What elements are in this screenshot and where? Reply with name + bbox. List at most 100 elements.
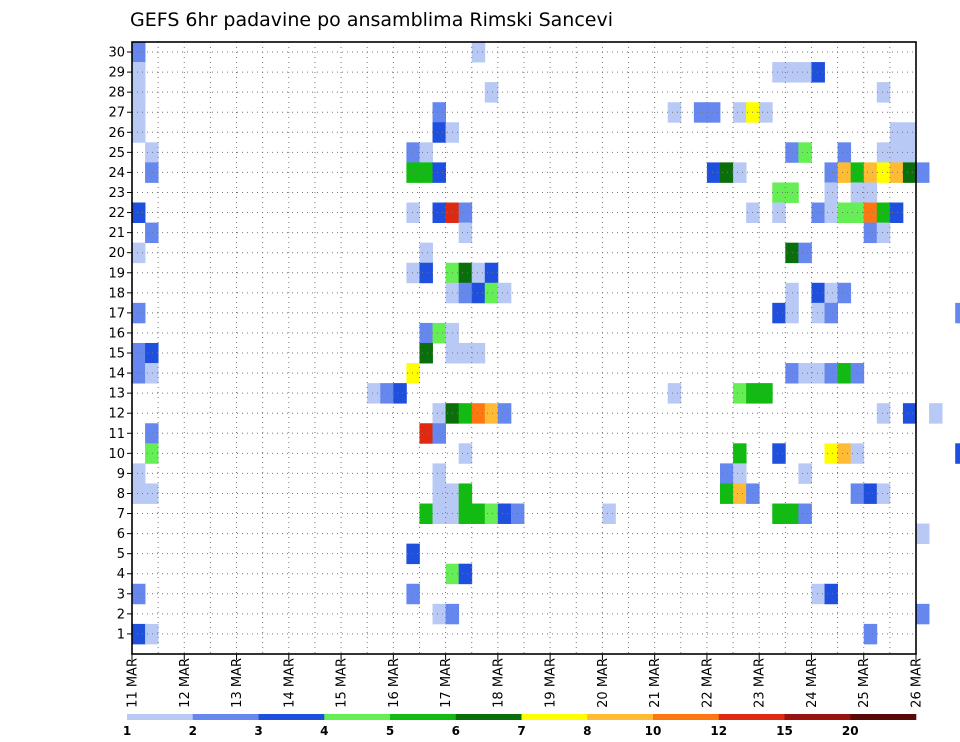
y-tick-label: 28 <box>108 86 125 101</box>
colorbar-label: 2 <box>189 724 197 738</box>
x-tick-label: 24 MAR <box>805 658 820 708</box>
heatmap-cell <box>406 543 420 565</box>
heatmap-cell <box>667 383 682 404</box>
heatmap-cell <box>667 102 682 123</box>
heatmap-cell <box>484 403 499 424</box>
colorbar-label: 20 <box>842 724 859 738</box>
heatmap-cell <box>772 182 786 203</box>
heatmap-cell <box>484 82 499 103</box>
heatmap-cell <box>145 443 159 464</box>
heatmap-cell <box>876 82 891 103</box>
heatmap-cell <box>432 483 446 504</box>
heatmap-cell <box>497 503 512 524</box>
colorbar-segment <box>455 714 522 720</box>
x-tick-label: 20 MAR <box>596 658 611 708</box>
heatmap-cell <box>798 463 812 484</box>
heatmap-cell <box>406 142 420 163</box>
colorbar-label: 10 <box>645 724 662 738</box>
heatmap-cell <box>132 623 146 645</box>
heatmap-cell <box>132 363 146 384</box>
heatmap-cell <box>837 142 852 163</box>
heatmap-cell <box>458 563 473 585</box>
heatmap-cell <box>798 503 812 524</box>
heatmap-cell <box>132 62 146 83</box>
y-tick-label: 19 <box>108 266 125 281</box>
plot-frame <box>131 41 917 655</box>
heatmap-cell <box>916 603 930 625</box>
heatmap-cell <box>132 302 146 324</box>
heatmap-cell <box>132 463 146 484</box>
heatmap-cell <box>902 162 917 183</box>
x-tick-label: 17 MAR <box>439 658 454 708</box>
heatmap-cell <box>432 322 446 344</box>
y-tick-label: 25 <box>108 146 125 161</box>
heatmap-cell <box>811 583 825 605</box>
heatmap-cell <box>419 503 433 524</box>
x-tick-label: 22 MAR <box>700 658 715 708</box>
colorbar-segment <box>324 714 391 720</box>
heatmap-cell <box>876 483 891 504</box>
y-tick-label: 15 <box>108 347 125 362</box>
heatmap-cell <box>458 262 473 284</box>
heatmap-cell <box>929 403 943 424</box>
heatmap-cell <box>902 142 917 163</box>
heatmap-cell <box>132 122 146 143</box>
heatmap-cell <box>706 162 721 183</box>
y-tick-label: 18 <box>108 286 125 301</box>
heatmap-cell <box>863 222 878 244</box>
heatmap-cell <box>432 202 446 223</box>
heatmap-cell <box>132 102 146 123</box>
y-tick-label: 22 <box>108 206 125 221</box>
heatmap-cell <box>772 503 786 524</box>
heatmap-cell <box>145 222 159 244</box>
heatmap-cell <box>733 443 747 464</box>
heatmap-cell <box>863 483 878 504</box>
x-tick-label: 18 MAR <box>491 658 506 708</box>
heatmap-cell <box>132 202 146 223</box>
heatmap-cell <box>863 162 878 183</box>
y-tick-label: 4 <box>117 567 125 582</box>
y-tick-label: 29 <box>108 66 125 81</box>
heatmap-cell <box>432 423 446 444</box>
y-tick-label: 23 <box>108 186 125 201</box>
heatmap-cell <box>432 162 446 183</box>
heatmap-cell <box>132 82 146 103</box>
heatmap-cell <box>889 142 904 163</box>
colorbar-segment <box>192 714 259 720</box>
x-axis: 11 MAR 12 MAR 13 MAR 14 MAR 15 MAR 16 MAR 17 M… <box>126 654 925 708</box>
heatmap-cell <box>824 302 838 324</box>
heatmap-cell <box>824 282 838 304</box>
heatmap-cell <box>432 463 446 484</box>
heatmap-cell <box>811 363 825 384</box>
heatmap-cell <box>145 363 159 384</box>
y-tick-label: 1 <box>117 627 125 642</box>
heatmap-cell <box>497 403 512 424</box>
y-tick-label: 26 <box>108 126 125 141</box>
colorbar-label: 8 <box>583 724 591 738</box>
heatmap-cell <box>132 242 146 264</box>
heatmap-cell <box>145 623 159 645</box>
heatmap-cell <box>132 483 146 504</box>
heatmap-cell <box>432 102 446 123</box>
y-tick-label: 13 <box>108 387 125 402</box>
x-tick-label: 11 MAR <box>126 658 141 708</box>
heatmap-cell <box>811 282 825 304</box>
heatmap-cell <box>876 202 891 223</box>
heatmap-cell <box>824 443 838 464</box>
y-tick-label: 20 <box>108 246 125 261</box>
heatmap-cell <box>772 302 786 324</box>
y-tick-label: 5 <box>117 547 125 562</box>
y-tick-label: 9 <box>117 467 125 482</box>
heatmap-cell <box>458 342 473 364</box>
heatmap-cell <box>955 302 960 324</box>
heatmap-cell <box>889 122 904 143</box>
heatmap-cell <box>432 122 446 143</box>
heatmap-cell <box>458 222 473 244</box>
colorbar-label: 7 <box>517 724 525 738</box>
heatmap-cell <box>916 523 930 545</box>
heatmap-cell <box>419 242 433 264</box>
heatmap-cell <box>955 443 960 464</box>
colorbar-segment <box>784 714 851 720</box>
colorbar-label: 1 <box>123 724 131 738</box>
